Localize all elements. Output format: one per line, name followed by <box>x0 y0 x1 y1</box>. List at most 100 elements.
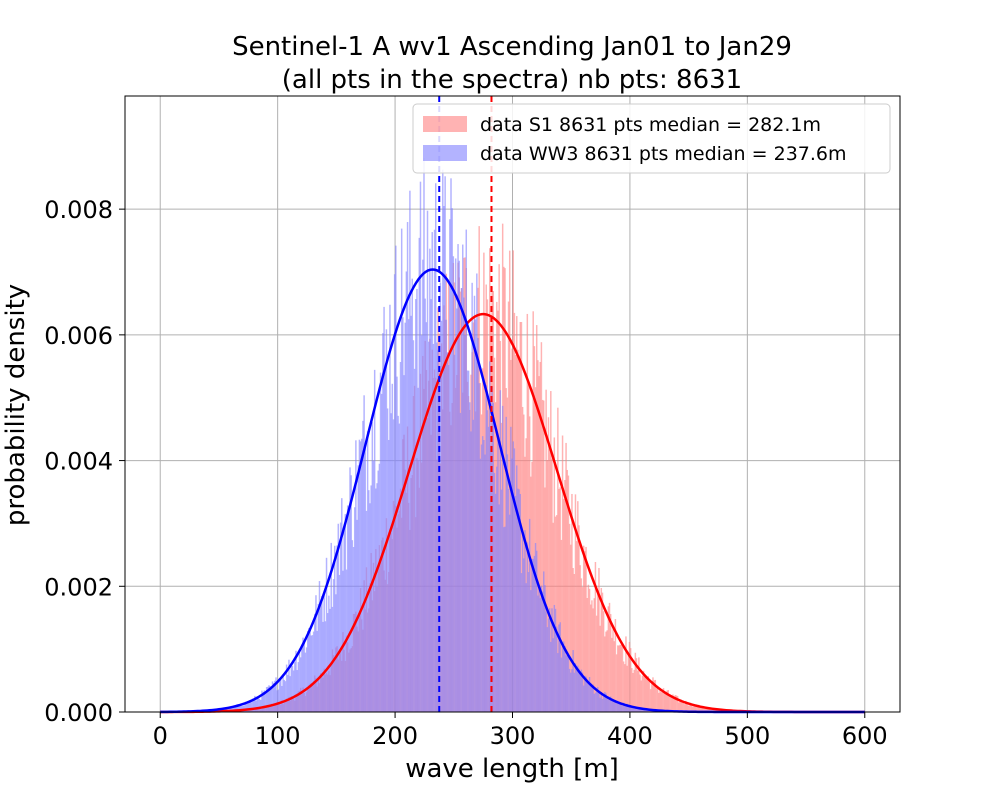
histogram-bar <box>586 597 588 712</box>
histogram-bar <box>540 342 543 712</box>
histogram-bar <box>578 668 580 712</box>
histogram-bar <box>702 708 705 712</box>
histogram-bar <box>599 697 601 712</box>
histogram-bar <box>282 674 284 712</box>
histogram-bar <box>413 368 416 712</box>
histogram-bar <box>247 701 249 712</box>
histogram-bar <box>514 495 517 712</box>
histogram-bar <box>545 611 547 712</box>
legend-box <box>412 103 891 174</box>
histogram-bar <box>442 169 444 712</box>
histogram-bar <box>511 458 513 712</box>
histogram-bar <box>343 531 345 712</box>
histogram-bar <box>494 493 497 712</box>
histogram-bar <box>274 680 276 712</box>
histogram-bar <box>446 352 449 712</box>
x-tick-label: 400 <box>607 722 653 750</box>
histogram-bar <box>627 705 630 712</box>
histogram-bar <box>688 705 691 712</box>
histogram-bar <box>613 641 615 712</box>
histogram-bar <box>566 469 568 712</box>
histogram-bar <box>632 706 634 712</box>
histogram-bar <box>712 708 714 712</box>
histogram-bar <box>471 282 473 712</box>
histogram-bar <box>487 426 490 712</box>
histogram-bar <box>319 601 322 712</box>
histogram-bar <box>626 665 628 712</box>
histogram-bar <box>641 708 644 712</box>
histogram-bar <box>369 503 371 712</box>
histogram-bar <box>607 606 610 712</box>
histogram-bar <box>654 679 657 712</box>
histogram-bar <box>383 306 385 712</box>
histogram-bar <box>245 703 248 712</box>
histogram-bar <box>636 670 639 712</box>
histogram-bar <box>674 695 677 712</box>
histogram-bar <box>590 604 592 712</box>
histogram-bar <box>675 695 678 712</box>
histogram-bar <box>575 667 578 712</box>
histogram-bar <box>647 709 650 712</box>
histogram-bar <box>612 627 614 712</box>
histogram-bar <box>287 674 289 712</box>
histogram-bar <box>225 707 228 712</box>
histogram-bar <box>692 706 694 712</box>
histogram-bar <box>560 539 563 712</box>
histogram-bar <box>457 244 459 712</box>
histogram-bar <box>699 706 701 712</box>
histogram-bar <box>505 416 507 712</box>
histogram-bar <box>604 692 606 712</box>
histogram-bar <box>506 454 509 712</box>
histogram-bar <box>613 700 615 712</box>
histogram-bar <box>537 595 539 712</box>
histogram-bar <box>346 505 349 712</box>
histogram-bar <box>611 637 613 712</box>
histogram-bar <box>291 665 294 712</box>
histogram-bar <box>558 488 560 712</box>
histogram-bar <box>249 700 251 712</box>
histogram-bar <box>634 707 637 712</box>
histogram-bar <box>315 595 317 712</box>
histogram-bar <box>402 317 404 712</box>
histogram-bar <box>701 707 704 712</box>
histogram-bar <box>624 705 626 712</box>
histogram-bar <box>708 707 711 712</box>
histogram-bar <box>595 691 598 712</box>
histogram-bar <box>607 699 610 712</box>
histogram-bar <box>496 466 498 712</box>
histogram-bar <box>520 573 523 712</box>
histogram-bar <box>382 333 384 712</box>
histogram-bar <box>234 705 236 712</box>
histogram-bar <box>640 708 642 712</box>
histogram-bar <box>618 645 620 712</box>
histogram-bar <box>295 650 297 712</box>
legend: data S1 8631 pts median = 282.1m data WW3… <box>412 103 891 174</box>
histogram-bar <box>391 383 394 712</box>
histogram-bar <box>510 426 512 712</box>
histogram-bar <box>588 588 591 712</box>
histogram-bar <box>329 608 331 712</box>
histogram-bar <box>648 679 651 712</box>
histogram-bar <box>326 613 329 712</box>
histogram-bar <box>594 561 597 712</box>
histogram-bar <box>587 584 590 712</box>
histogram-bar <box>527 382 530 712</box>
histogram-bar <box>590 682 592 712</box>
chart-title-line1: Sentinel-1 A wv1 Ascending Jan01 to Jan2… <box>232 32 792 62</box>
histogram-bar <box>407 319 410 712</box>
histogram-bar <box>600 587 603 712</box>
histogram-bar <box>631 705 633 712</box>
histogram-bar <box>571 493 573 712</box>
histogram-bar <box>543 400 545 712</box>
histogram-bar <box>636 707 639 712</box>
histogram-bar <box>334 545 336 712</box>
histogram-bar <box>605 631 607 712</box>
histogram-bar <box>567 475 570 712</box>
histogram-bar <box>459 412 462 712</box>
histogram-bar <box>272 683 275 712</box>
histogram-bar <box>585 546 587 712</box>
histogram-bar <box>581 672 584 712</box>
histogram-bar <box>353 507 356 712</box>
histogram-bar <box>265 687 268 712</box>
